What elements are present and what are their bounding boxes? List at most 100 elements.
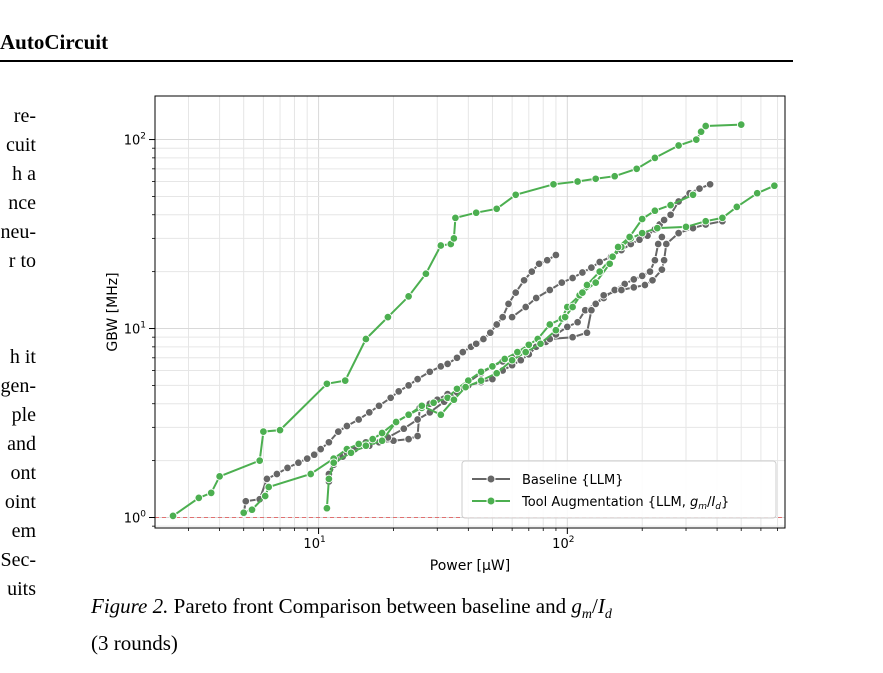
baseline-data-point	[557, 278, 567, 287]
tool-data-point	[449, 234, 459, 243]
page-header-title: AutoCircuit	[0, 30, 109, 54]
baseline-data-point	[653, 239, 663, 249]
axis-layer: 101 102 100 101 102	[124, 132, 778, 552]
left-fragment: ont	[10, 462, 36, 484]
baseline-data-point	[507, 312, 517, 322]
baseline-data-point	[573, 317, 582, 327]
legend-label-baseline: Baseline {LLM}	[522, 473, 624, 488]
baseline-data-point	[568, 332, 577, 342]
baseline-data-point	[666, 210, 675, 220]
baseline-data-point	[479, 334, 488, 344]
tool-data-point	[264, 482, 273, 492]
baseline-data-point	[498, 312, 507, 322]
baseline-data-point	[283, 463, 292, 473]
y-tick-label: 101	[124, 321, 146, 338]
tool-data-point	[605, 259, 614, 269]
baseline-data-point	[659, 215, 669, 225]
left-fragment: re-	[13, 105, 36, 127]
header-rule	[0, 60, 793, 62]
legend-math-i: I	[711, 495, 715, 510]
tool-data-point	[215, 472, 224, 481]
baseline-data-point	[394, 387, 403, 396]
baseline-data-point	[657, 232, 667, 242]
tool-data-point	[383, 312, 393, 322]
tool-data-point	[239, 508, 248, 517]
baseline-data-point	[386, 393, 395, 403]
caption-text: Pareto front Comparison between baseline…	[173, 594, 567, 618]
baseline-data-point	[404, 434, 413, 444]
baseline-data-point	[516, 355, 526, 365]
tool-data-point	[551, 325, 561, 335]
baseline-data-point	[648, 276, 657, 285]
tool-data-point	[417, 401, 427, 411]
tool-data-point	[674, 141, 683, 150]
baseline-data-point	[486, 328, 495, 337]
tool-data-point	[770, 181, 779, 190]
tool-data-point	[591, 278, 600, 287]
baseline-data-point	[629, 283, 639, 292]
tool-data-point	[449, 395, 459, 404]
tool-data-point	[451, 213, 460, 223]
baseline-data-point	[452, 353, 462, 363]
tool-data-point	[701, 216, 710, 226]
chart-legend: Baseline {LLM} Tool Augmentation {LLM, g…	[461, 460, 777, 519]
baseline-data-point	[324, 438, 334, 447]
tool-data-point	[545, 320, 555, 329]
baseline-data-point	[241, 496, 251, 506]
legend-label-suffix: }	[721, 495, 729, 510]
baseline-data-point	[521, 302, 530, 312]
baseline-data-point	[629, 275, 639, 284]
tool-data-point	[324, 474, 334, 484]
tool-data-point	[591, 174, 600, 184]
tool-data-point	[260, 491, 270, 501]
tool-data-point	[732, 202, 742, 212]
baseline-data-point	[563, 322, 572, 332]
baseline-data-point	[578, 268, 587, 277]
baseline-data-point	[659, 255, 669, 265]
tool-data-point	[650, 153, 660, 163]
baseline-data-point	[404, 381, 413, 390]
y-axis-label: GBW [MHz]	[105, 272, 121, 351]
tool-data-point	[340, 376, 350, 385]
baseline-data-point	[458, 347, 468, 357]
y-tick-label: 102	[124, 132, 146, 149]
baseline-data-point	[617, 285, 626, 295]
caption-math-i: I	[597, 594, 605, 618]
legend-math-g: g	[690, 495, 698, 510]
baseline-data-point	[504, 299, 513, 309]
tool-data-point	[681, 222, 691, 232]
baseline-series-line	[511, 183, 711, 318]
legend-marker-baseline	[486, 474, 496, 484]
baseline-data-point	[568, 273, 577, 283]
caption-math-g: g	[571, 594, 582, 618]
tool-data-point	[436, 410, 446, 419]
tool-data-point	[377, 436, 387, 445]
tool-data-point	[688, 190, 698, 200]
left-fragment: h a	[12, 163, 36, 185]
tool-data-point	[346, 448, 356, 458]
baseline-data-point	[302, 454, 312, 463]
tool-data-point	[650, 206, 660, 215]
baseline-data-point	[527, 267, 537, 276]
x-axis-label: Power [µW]	[430, 558, 510, 574]
legend-marker-tool	[486, 496, 496, 506]
tool-data-point	[595, 267, 604, 276]
plot-frame	[154, 95, 786, 529]
tool-data-point	[653, 223, 662, 233]
caption-math-sub-d: d	[604, 607, 612, 623]
baseline-data-point	[587, 305, 596, 315]
tool-data-point	[194, 493, 204, 503]
tool-data-point	[492, 368, 501, 378]
tool-data-point	[206, 488, 216, 498]
x-tick-label: 102	[552, 535, 574, 552]
tool-data-point	[322, 503, 332, 513]
baseline-data-point	[413, 374, 422, 384]
baseline-data-point	[591, 299, 600, 309]
tool-data-point	[692, 135, 701, 144]
tool-data-point	[625, 232, 634, 242]
tool-data-point	[361, 334, 371, 344]
baseline-data-point	[309, 450, 319, 459]
baseline-data-point	[262, 474, 272, 484]
tool-data-point	[637, 228, 647, 238]
tool-data-point	[637, 214, 647, 224]
